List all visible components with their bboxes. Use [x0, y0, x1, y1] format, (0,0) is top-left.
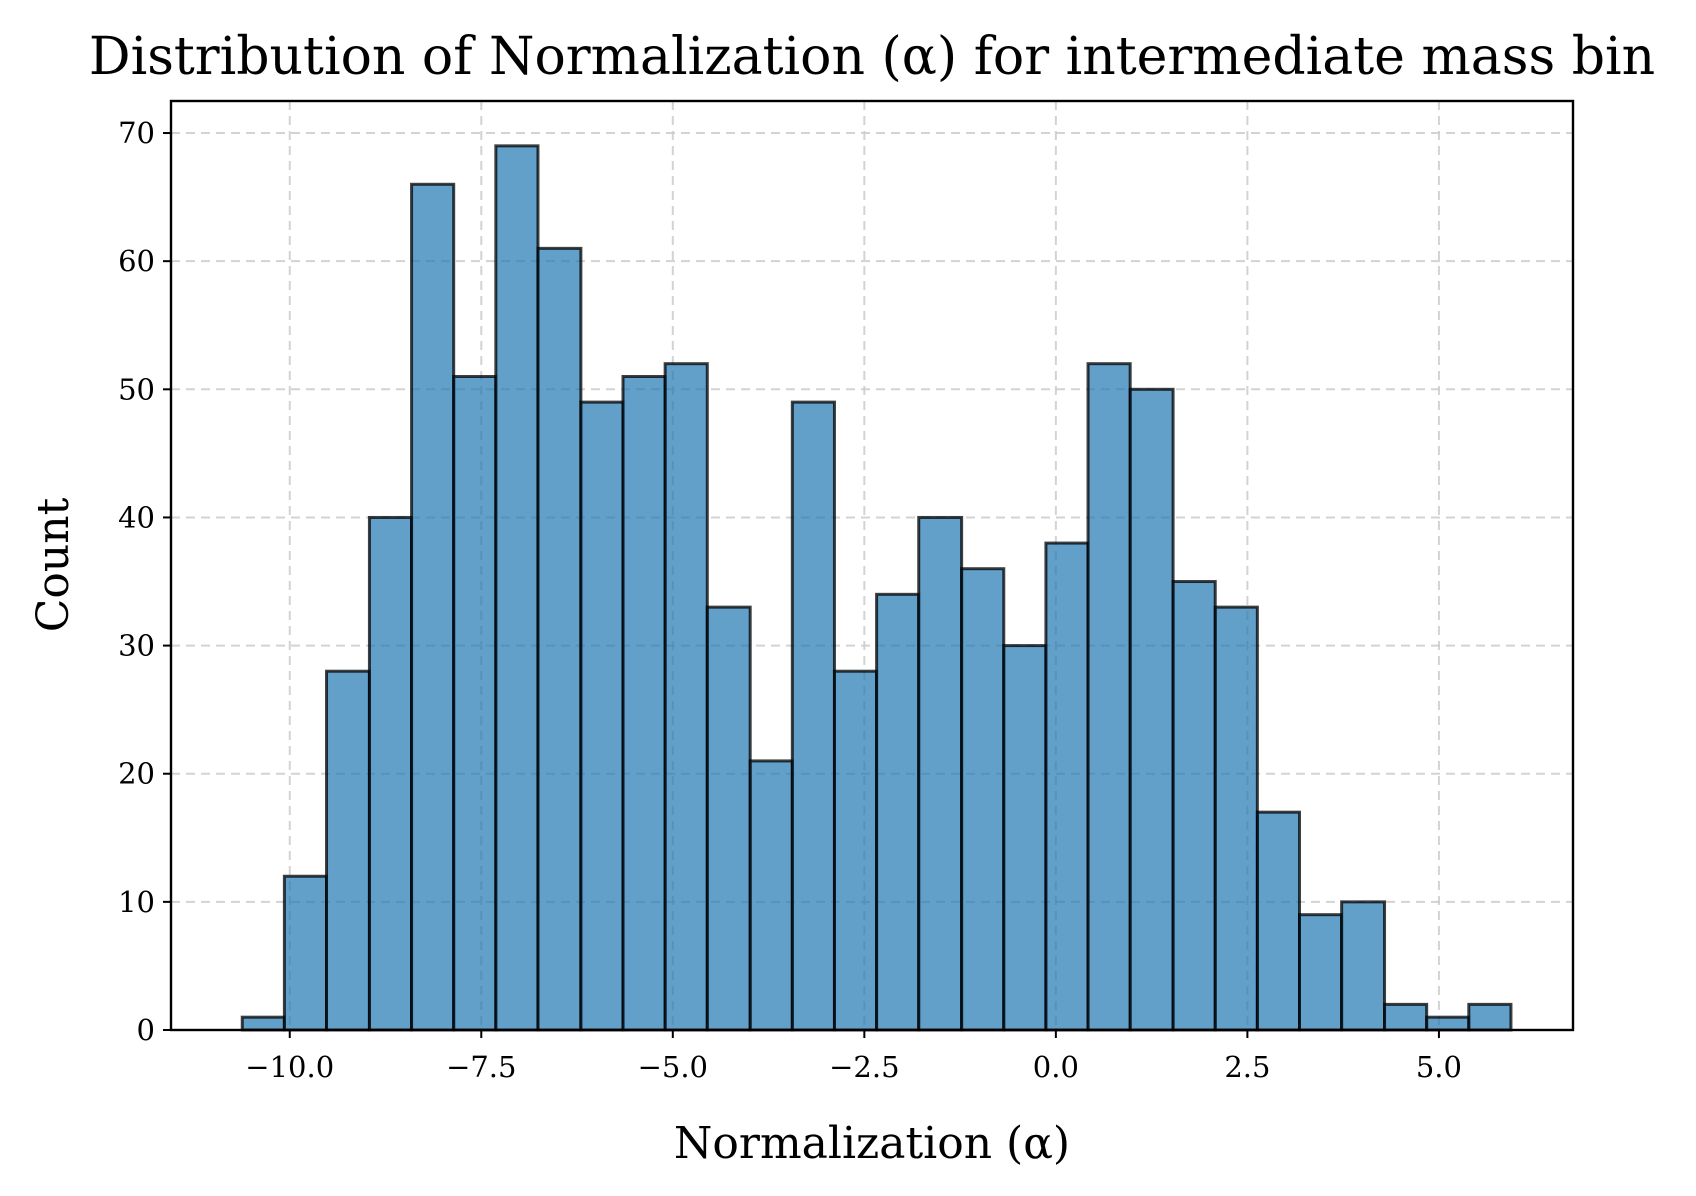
histogram-bar — [621, 374, 667, 1032]
histogram-bar — [1340, 900, 1387, 1032]
y-tick-label: 60 — [118, 244, 155, 278]
histogram-bar — [1128, 387, 1175, 1032]
x-tick-label: −7.5 — [446, 1050, 516, 1084]
plot-frame — [169, 99, 1575, 1032]
histogram-bar — [579, 400, 625, 1032]
histogram-bar — [452, 374, 498, 1032]
histogram-bar — [1086, 362, 1132, 1032]
x-tick-label: −2.5 — [829, 1050, 899, 1084]
histogram-bar — [1255, 810, 1301, 1032]
y-tick-label: 0 — [137, 1013, 155, 1047]
chart-title: Distribution of Normalization (α) for in… — [89, 27, 1655, 87]
histogram-bar — [1044, 541, 1090, 1032]
y-tick-label: 50 — [118, 372, 155, 406]
x-tick-label: 0.0 — [1033, 1050, 1079, 1084]
x-tick-label: −10.0 — [245, 1050, 334, 1084]
y-tick-label: 40 — [118, 500, 155, 534]
histogram-bar — [960, 567, 1006, 1032]
histogram-bar — [663, 362, 709, 1032]
bars-layer — [240, 144, 1513, 1032]
histogram-bar — [410, 182, 456, 1032]
histogram-bar — [240, 1015, 286, 1032]
histogram-bar — [1467, 1002, 1513, 1032]
histogram-bar — [1171, 580, 1217, 1032]
x-tick-label: 2.5 — [1224, 1050, 1270, 1084]
histogram-bar — [917, 515, 964, 1032]
histogram-bar — [494, 144, 540, 1032]
y-tick-label: 20 — [118, 757, 155, 791]
histogram-bar — [1383, 1002, 1429, 1032]
histogram-bar — [705, 605, 752, 1032]
histogram-bar — [1297, 913, 1344, 1032]
y-tick-label: 30 — [118, 629, 155, 663]
x-tick-label: 5.0 — [1416, 1050, 1462, 1084]
histogram-bar — [790, 400, 836, 1032]
histogram-bar — [1002, 644, 1048, 1032]
histogram-bar — [875, 592, 921, 1032]
histogram-bar — [1213, 605, 1259, 1032]
histogram-bar — [536, 246, 583, 1032]
histogram-bar — [367, 515, 414, 1032]
histogram-bar — [832, 669, 879, 1032]
histogram-bar — [748, 759, 794, 1032]
histogram-bar — [282, 874, 329, 1032]
x-tick-label: −5.0 — [638, 1050, 708, 1084]
y-tick-label: 70 — [118, 116, 155, 150]
histogram-bar — [1425, 1015, 1471, 1032]
ticks-layer: −10.0 −7.5 −5.0 −2.5 0.0 2.5 5.0 0 10 20 30 40 50 60 7… — [118, 116, 1462, 1084]
x-axis-label: Normalization (α) — [674, 1118, 1070, 1169]
y-tick-label: 10 — [118, 885, 155, 919]
y-axis-label: Count — [28, 497, 79, 632]
histogram-bar — [325, 669, 371, 1032]
